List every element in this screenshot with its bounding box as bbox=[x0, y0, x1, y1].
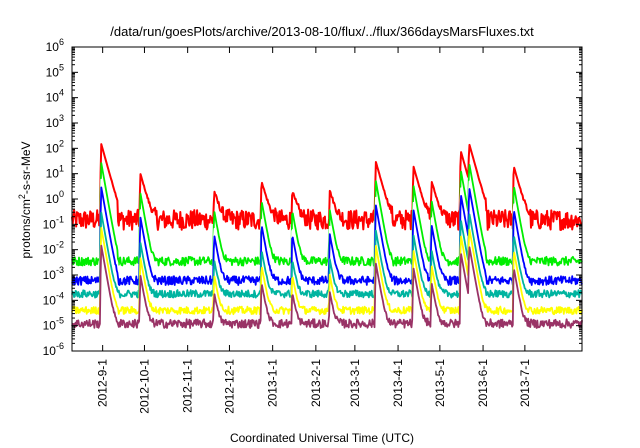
y-tick-label: 100 bbox=[46, 189, 64, 206]
y-tick-label: 10-5 bbox=[43, 316, 64, 333]
x-tick-label: 2012-11-1 bbox=[181, 359, 195, 413]
x-axis: 2012-9-1 2012-10-1 2012-11-1 2012-12-1 2013-… bbox=[96, 47, 532, 414]
x-tick-label: 2013-3-1 bbox=[348, 359, 362, 407]
x-axis-label: Coordinated Universal Time (UTC) bbox=[230, 431, 414, 445]
x-tick-label: 2013-2-1 bbox=[309, 359, 323, 407]
y-tick-label: 104 bbox=[46, 88, 64, 105]
x-tick-label: 2012-12-1 bbox=[222, 359, 236, 414]
series-layer bbox=[71, 143, 583, 330]
y-tick-label: 10-1 bbox=[43, 214, 64, 231]
x-tick-label: 2013-4-1 bbox=[391, 359, 405, 407]
series-line-6 bbox=[71, 226, 583, 316]
series-line-7 bbox=[71, 244, 583, 330]
x-tick-label: 2013-5-1 bbox=[433, 359, 447, 407]
y-tick-label: 105 bbox=[46, 62, 64, 79]
series-line-1 bbox=[71, 143, 583, 231]
y-tick-label: 103 bbox=[46, 113, 64, 130]
y-tick-label: 10-6 bbox=[43, 341, 64, 358]
x-tick-label: 2013-7-1 bbox=[518, 359, 532, 407]
series-line-4 bbox=[71, 186, 583, 286]
y-axis: 10-6 10-5 10-4 10-3 10-2 10-1 100 101 102 103 104 1… bbox=[43, 37, 582, 358]
x-tick-label: 2013-6-1 bbox=[476, 359, 490, 407]
x-tick-label: 2012-9-1 bbox=[96, 359, 110, 407]
x-tick-label: 2013-1-1 bbox=[266, 359, 280, 407]
y-tick-label: 10-2 bbox=[43, 240, 64, 257]
y-tick-label: 10-3 bbox=[43, 265, 64, 282]
series-line-5 bbox=[71, 211, 583, 299]
series-line-3 bbox=[71, 178, 583, 278]
y-axis-label: protons/cm2-s-sr-MeV bbox=[17, 141, 33, 258]
series-line-2 bbox=[71, 162, 583, 267]
y-tick-label: 101 bbox=[46, 164, 64, 181]
y-tick-label: 10-4 bbox=[43, 290, 64, 307]
x-tick-label: 2012-10-1 bbox=[137, 359, 151, 414]
y-tick-label: 106 bbox=[46, 37, 64, 54]
chart-title: /data/run/goesPlots/archive/2013-08-10/f… bbox=[110, 24, 534, 39]
y-tick-label: 102 bbox=[46, 138, 64, 155]
